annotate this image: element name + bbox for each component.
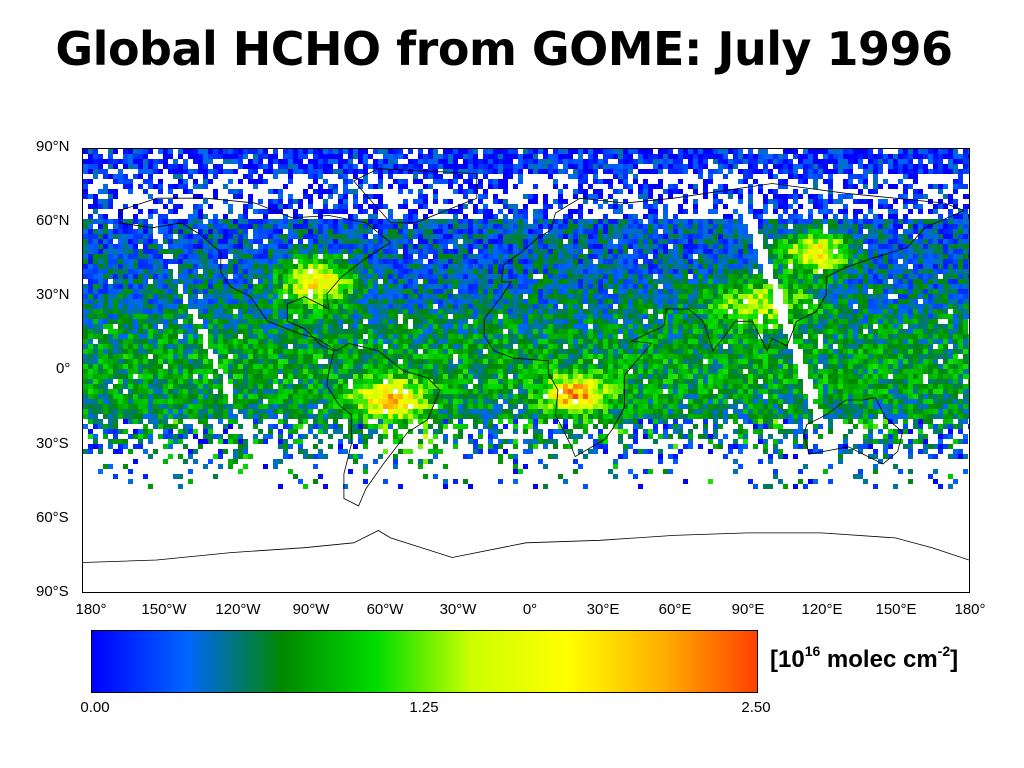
lat-label-30s: 30°S bbox=[36, 435, 69, 452]
hcho-map bbox=[82, 148, 970, 593]
lat-label-90s: 90°S bbox=[36, 583, 69, 600]
lon-label-150w: 150°W bbox=[141, 601, 187, 618]
hcho-column-map bbox=[83, 149, 969, 563]
coast-greenland bbox=[353, 168, 478, 224]
colorbar-mid-label: 1.25 bbox=[409, 699, 439, 716]
lat-label-equator: 0° bbox=[56, 360, 71, 377]
lon-label-180e: 180° bbox=[954, 601, 986, 618]
coast-americas bbox=[119, 197, 441, 507]
lon-label-180w: 180° bbox=[75, 601, 107, 618]
units-molec: molec cm bbox=[820, 646, 938, 673]
lon-label-90e: 90°E bbox=[731, 601, 765, 618]
lat-label-60n: 60°N bbox=[36, 212, 70, 229]
lon-label-60w: 60°W bbox=[366, 601, 404, 618]
lon-label-30w: 30°W bbox=[439, 601, 477, 618]
units-exponent-16: 16 bbox=[804, 643, 821, 659]
lat-label-90n: 90°N bbox=[36, 138, 70, 155]
colorbar-max-label: 2.50 bbox=[741, 699, 771, 716]
coast-antarctica bbox=[83, 530, 969, 563]
coast-australia bbox=[803, 397, 904, 465]
lon-label-60e: 60°E bbox=[658, 601, 692, 618]
lon-label-120e: 120°E bbox=[801, 601, 843, 618]
coastlines bbox=[83, 168, 969, 563]
lon-label-150e: 150°E bbox=[875, 601, 917, 618]
lon-label-120w: 120°W bbox=[215, 601, 261, 618]
coast-eurasia-africa bbox=[483, 183, 966, 458]
lon-label-30e: 30°E bbox=[586, 601, 620, 618]
lat-label-60s: 60°S bbox=[36, 509, 69, 526]
lon-label-90w: 90°W bbox=[292, 601, 330, 618]
colorbar bbox=[91, 630, 758, 693]
lon-label-0: 0° bbox=[522, 601, 538, 618]
units-exponent-neg2: -2 bbox=[937, 643, 951, 659]
units-suffix: ] bbox=[950, 646, 959, 673]
lat-label-30n: 30°N bbox=[36, 286, 70, 303]
hcho-pixels bbox=[83, 149, 969, 489]
colorbar-units: [1016 molec cm-2] bbox=[770, 643, 959, 674]
colorbar-min-label: 0.00 bbox=[80, 699, 110, 716]
page-title: Global HCHO from GOME: July 1996 bbox=[55, 22, 953, 76]
units-prefix: [10 bbox=[770, 646, 805, 673]
